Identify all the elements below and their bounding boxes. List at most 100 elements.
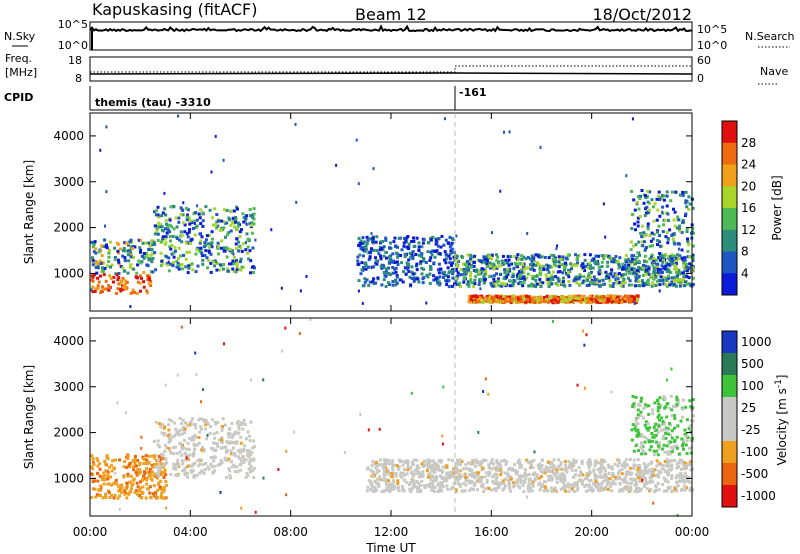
echo-cell (441, 485, 445, 489)
echo-cell (249, 214, 252, 218)
echo-cell (614, 260, 618, 264)
echo-cell (592, 482, 596, 486)
echo-cell (472, 261, 476, 264)
echo-cell (179, 230, 183, 234)
echo-cell (657, 475, 661, 479)
echo-cell (382, 467, 386, 471)
echo-cell (140, 435, 143, 439)
echo-cell (106, 477, 110, 481)
echo-cell (195, 218, 199, 222)
echo-cell (627, 269, 631, 273)
echo-cell (103, 478, 107, 482)
echo-cell (479, 287, 482, 291)
echo-cell (640, 469, 644, 473)
echo-cell (628, 279, 632, 283)
echo-cell (507, 483, 511, 487)
echo-cell (589, 301, 592, 305)
echo-cell (545, 468, 549, 472)
echo-cell (469, 298, 473, 302)
echo-cell (674, 284, 678, 288)
echo-cell (102, 482, 106, 486)
echo-cell (177, 220, 181, 224)
echo-cell (182, 201, 185, 205)
echo-cell (156, 239, 160, 242)
echo-cell (589, 270, 593, 274)
echo-cell (356, 255, 360, 259)
echo-cell (363, 249, 367, 253)
echo-cell (487, 474, 491, 477)
cpid-1: themis (tau) -3310 (95, 96, 211, 109)
echo-cell (423, 459, 427, 463)
echo-cell (661, 463, 665, 467)
echo-cell (411, 257, 415, 261)
echo-cell (568, 283, 572, 287)
echo-cell (675, 489, 679, 493)
echo-cell (379, 240, 383, 244)
echo-cell (90, 454, 94, 458)
echo-cell (490, 460, 494, 464)
echo-cell (649, 239, 653, 243)
echo-cell (657, 444, 661, 448)
echo-cell (574, 469, 578, 472)
echo-cell (601, 297, 605, 301)
echo-cell (437, 280, 441, 284)
echo-cell (147, 257, 151, 261)
echo-cell (172, 462, 176, 466)
echo-cell (144, 462, 148, 466)
echo-cell (519, 295, 523, 299)
echo-cell (632, 198, 636, 202)
echo-cell (538, 481, 542, 485)
echo-cell (647, 412, 651, 416)
echo-cell (137, 259, 141, 263)
echo-cell (237, 431, 241, 435)
echo-cell (669, 445, 673, 449)
echo-cell (199, 208, 203, 212)
echo-cell (596, 486, 600, 490)
echo-cell (580, 482, 584, 486)
echo-cell (526, 232, 529, 235)
echo-cell (112, 466, 116, 470)
echo-cell (516, 277, 520, 281)
echo-cell (394, 472, 398, 475)
echo-cell (493, 284, 497, 288)
echo-cell (299, 289, 302, 293)
y-tick-label: 4000 (53, 334, 84, 348)
echo-cell (670, 367, 673, 371)
echo-cell (667, 274, 670, 278)
echo-cell (180, 422, 184, 425)
echo-cell (686, 436, 690, 439)
echo-cell (493, 265, 497, 269)
echo-cell (684, 405, 688, 409)
echo-cell (612, 281, 616, 285)
echo-cell (96, 493, 100, 497)
echo-cell (458, 476, 462, 480)
echo-cell (251, 246, 255, 250)
echo-cell (185, 218, 189, 222)
x-tick-label: 20:00 (574, 525, 609, 539)
echo-cell (504, 471, 507, 475)
echo-cell (582, 275, 586, 279)
echo-cell (529, 486, 532, 490)
echo-cell (655, 218, 659, 222)
echo-cell (194, 351, 197, 355)
echo-cell (116, 249, 120, 253)
echo-cell (129, 305, 132, 309)
echo-cell (402, 473, 406, 477)
echo-cell (441, 465, 445, 469)
echo-cell (570, 487, 574, 491)
colorbar-cell (722, 419, 737, 442)
echo-cell (91, 467, 95, 471)
echo-cell (584, 489, 588, 493)
echo-cell (623, 299, 627, 303)
echo-cell (213, 420, 217, 424)
echo-cell (235, 237, 239, 241)
echo-cell (500, 470, 504, 474)
echo-cell (223, 342, 225, 346)
echo-cell (357, 244, 361, 247)
echo-cell (573, 481, 577, 485)
echo-cell (591, 266, 595, 270)
echo-cell (557, 295, 561, 299)
echo-cell (532, 300, 536, 304)
echo-cell (495, 259, 499, 263)
echo-cell (138, 463, 142, 467)
